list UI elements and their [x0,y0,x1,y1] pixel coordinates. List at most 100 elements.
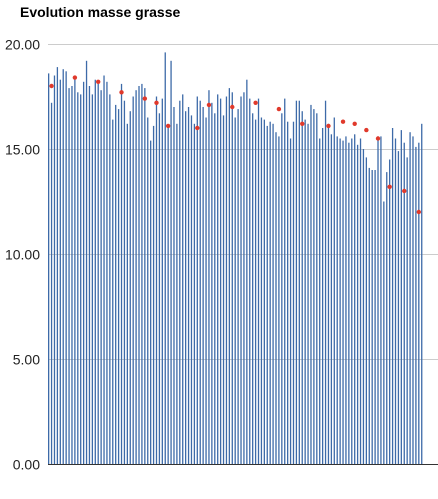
bar [330,134,333,465]
bar [219,98,222,464]
bar [263,119,265,464]
bar [287,121,289,464]
bar [179,100,181,464]
data-point [96,79,101,85]
data-point [300,121,305,127]
bar [380,136,382,464]
bar [409,132,411,464]
bar [173,107,175,464]
bar [184,111,187,464]
bar [313,109,315,464]
bar [275,132,277,464]
bar [62,69,64,464]
bar [211,102,213,465]
y-tick-label: 10.00 [5,247,40,263]
bar [377,136,379,464]
bar [260,117,263,464]
data-point [416,209,422,215]
data-point [119,90,124,95]
bar [243,92,245,465]
bar [383,201,385,464]
bar [97,83,99,465]
bar [144,88,146,464]
bar [158,113,161,465]
bar [351,138,353,464]
bar [65,71,67,465]
bar [284,98,286,464]
bar [319,138,321,464]
bar [225,96,228,464]
bar [120,83,123,465]
bar [85,60,88,465]
bar [240,96,242,464]
bar [190,115,193,465]
data-point [72,75,78,80]
data-point [352,121,357,127]
bar [365,157,368,464]
bar [421,123,423,465]
bar [222,115,225,465]
bar [412,136,414,464]
bar [316,113,318,465]
bar [327,123,330,465]
data-point [276,106,282,112]
data-point [206,102,212,108]
bar [272,123,274,465]
bar [234,117,236,464]
bar [371,170,373,464]
bar [150,140,152,464]
bar [217,94,219,465]
bar [71,86,73,464]
bar [246,79,248,464]
data-point [253,100,258,106]
data-point [49,83,54,89]
bar [117,109,120,464]
bar [138,86,140,464]
data-point [402,188,407,194]
bar [415,146,417,464]
data-point [230,104,235,110]
bar [278,136,280,464]
bar [249,98,251,464]
bar [400,130,402,464]
bar [53,75,56,464]
bar [336,136,338,464]
bar [135,90,137,464]
bar [214,113,216,465]
chart-title: Evolution masse grasse [20,4,181,20]
bar [88,86,91,464]
bar [48,73,50,465]
bar [68,88,70,464]
bar [132,96,134,464]
bar [257,98,260,464]
y-tick-label: 5.00 [13,352,40,368]
y-tick-label: 0.00 [13,457,40,473]
bar [397,151,400,464]
bar [202,107,204,464]
bar [252,113,254,465]
bar [307,123,309,465]
bar [155,96,158,464]
point-layer [49,75,422,215]
bar [304,119,306,464]
bar-layer [48,52,423,465]
bar [368,167,370,464]
data-point [387,184,392,189]
bar [354,134,356,465]
bar [187,107,190,464]
bar [77,92,79,465]
bar [374,170,376,464]
bar [109,94,111,465]
data-point [326,123,331,129]
bar [298,100,300,464]
bar [50,102,53,465]
data-point [340,119,346,124]
bar [106,81,108,465]
bar [182,94,184,465]
bar [292,121,295,464]
bar [91,94,94,465]
bar [342,140,344,464]
bar [193,123,196,465]
bar [126,123,128,465]
